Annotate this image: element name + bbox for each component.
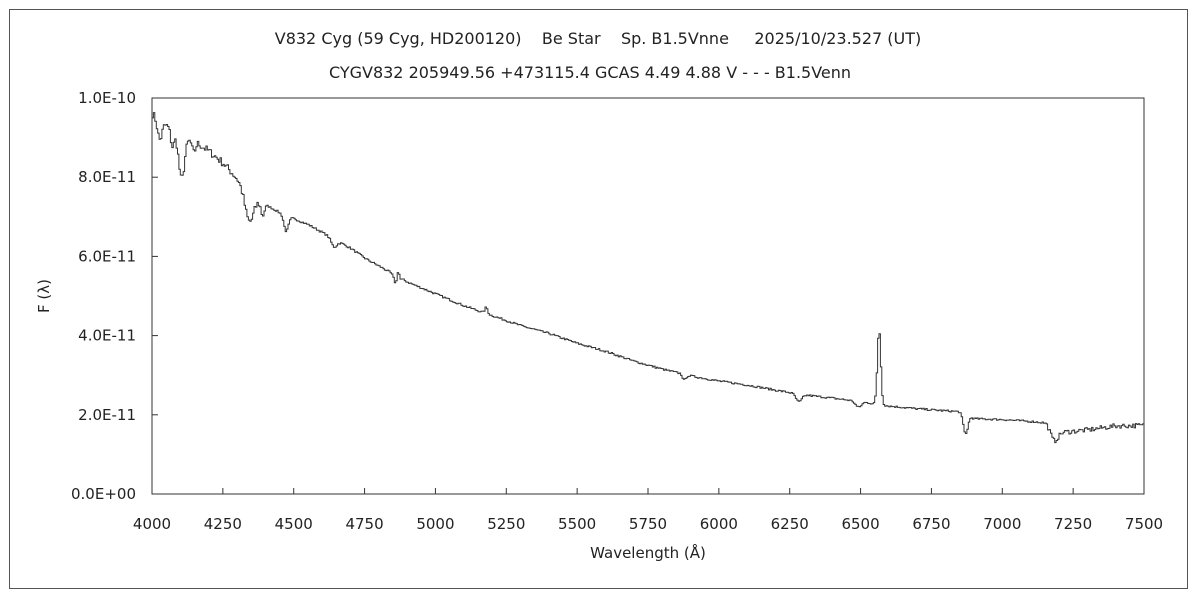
x-axis-title: Wavelength (Å) <box>590 543 706 562</box>
y-tick-label: 4.0E-11 <box>78 327 136 345</box>
y-tick-label: 2.0E-11 <box>78 406 136 424</box>
x-tick-label: 7000 <box>983 515 1021 533</box>
y-axis-title: F (λ) <box>35 279 53 313</box>
x-tick-label: 5000 <box>416 515 454 533</box>
x-tick-label: 4250 <box>204 515 242 533</box>
x-tick-label: 4750 <box>345 515 383 533</box>
y-tick-label: 8.0E-11 <box>78 168 136 186</box>
y-axis: 0.0E+00 2.0E-11 4.0E-11 6.0E-11 8.0E-11 1.0E-… <box>71 89 158 503</box>
x-tick-label: 7500 <box>1125 515 1163 533</box>
x-axis: 4000 4250 4500 4750 5000 5250 5500 5750 6000 6250… <box>133 488 1163 533</box>
y-tick-label: 1.0E-10 <box>78 89 136 107</box>
y-tick-label: 6.0E-11 <box>78 247 136 265</box>
chart-title: V832 Cyg (59 Cyg, HD200120) Be Star Sp. … <box>275 29 922 48</box>
chart-frame <box>9 9 1188 589</box>
spectrum-line <box>152 112 1145 444</box>
x-tick-label: 4500 <box>275 515 313 533</box>
x-tick-label: 5500 <box>558 515 596 533</box>
chart-subtitle: CYGV832 205949.56 +473115.4 GCAS 4.49 4.… <box>329 63 851 82</box>
x-tick-label: 5750 <box>629 515 667 533</box>
x-tick-label: 5250 <box>487 515 525 533</box>
x-tick-label: 6750 <box>912 515 950 533</box>
y-tick-label: 0.0E+00 <box>71 485 136 503</box>
x-tick-label: 6000 <box>700 515 738 533</box>
x-tick-label: 4000 <box>133 515 171 533</box>
x-tick-label: 6250 <box>771 515 809 533</box>
plot-area <box>151 97 1145 495</box>
x-tick-label: 7250 <box>1054 515 1092 533</box>
x-tick-label: 6500 <box>841 515 879 533</box>
